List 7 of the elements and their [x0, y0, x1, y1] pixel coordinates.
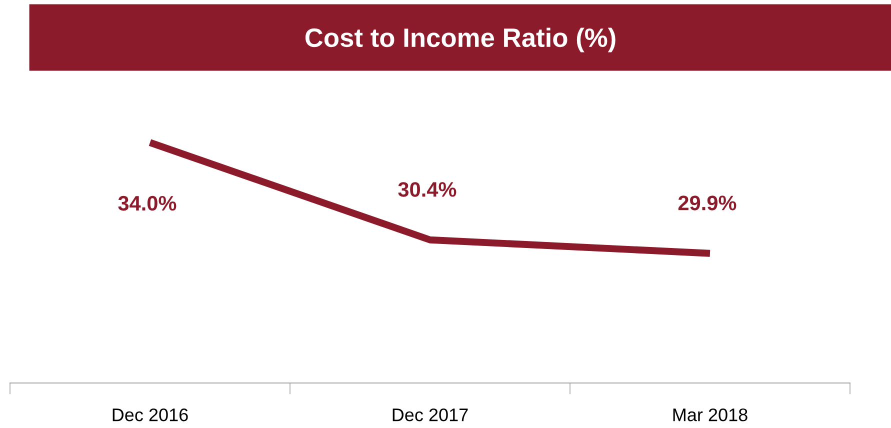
x-tick-label: Mar 2018 [673, 408, 748, 422]
data-label: 30.4% [398, 182, 456, 197]
x-tick-label: Dec 2017 [392, 408, 468, 422]
data-label: 34.0% [118, 196, 176, 211]
data-label: 29.9% [678, 196, 736, 210]
chart-title: Cost to Income Ratio (%) [305, 28, 616, 52]
x-tick-label: Dec 2016 [112, 408, 188, 422]
